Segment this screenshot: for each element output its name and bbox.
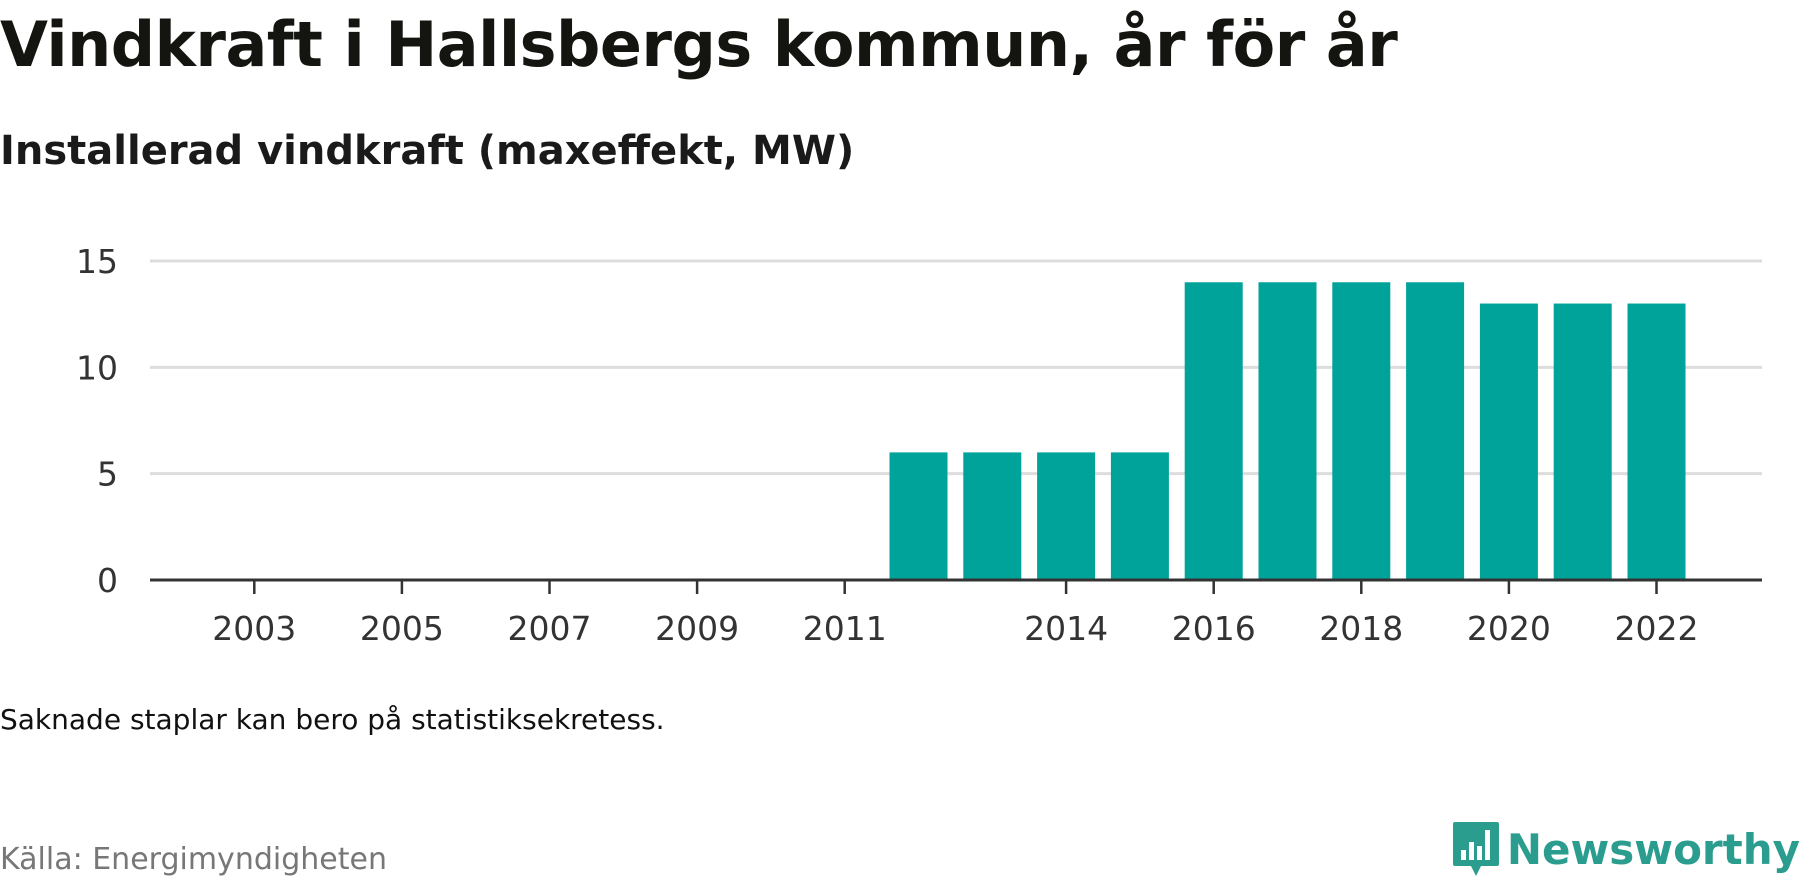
x-tick-label: 2003 bbox=[212, 609, 296, 648]
y-tick-label: 10 bbox=[76, 348, 118, 387]
x-tick-label: 2018 bbox=[1319, 609, 1403, 648]
tick-labels: 0 5 10 15 2003 2005 2007 2009 2011 2014 2016 2018 20… bbox=[76, 242, 1698, 648]
x-tick-label: 2020 bbox=[1467, 609, 1551, 648]
bar bbox=[1258, 282, 1317, 580]
bar-chart: 0 5 10 15 2003 2005 2007 2009 2011 2014 2016 2018 20… bbox=[76, 242, 1762, 648]
chart-note: Saknade staplar kan bero på statistiksek… bbox=[0, 703, 665, 736]
x-tick-label: 2007 bbox=[508, 609, 592, 648]
chart-subtitle: Installerad vindkraft (maxeffekt, MW) bbox=[0, 128, 855, 174]
x-tick-label: 2005 bbox=[360, 609, 444, 648]
newsworthy-logo-icon bbox=[1452, 822, 1499, 876]
y-tick-label: 5 bbox=[97, 455, 118, 494]
axes bbox=[150, 578, 1762, 594]
bar bbox=[1037, 452, 1096, 580]
bar bbox=[1406, 282, 1465, 580]
y-tick-label: 0 bbox=[97, 561, 118, 600]
bar bbox=[1479, 303, 1538, 580]
bar bbox=[889, 452, 948, 580]
x-tick-label: 2014 bbox=[1024, 609, 1108, 648]
bar bbox=[1627, 303, 1686, 580]
bar bbox=[1184, 282, 1243, 580]
bar bbox=[1553, 303, 1612, 580]
bars bbox=[889, 282, 1686, 580]
x-tick-label: 2011 bbox=[803, 609, 887, 648]
y-tick-label: 15 bbox=[76, 242, 118, 281]
source-label: Källa: Energimyndigheten bbox=[0, 842, 387, 877]
chart-title: Vindkraft i Hallsbergs kommun, år för år bbox=[0, 8, 1398, 81]
brand-name: Newsworthy bbox=[1506, 824, 1800, 874]
bar bbox=[1332, 282, 1391, 580]
x-tick-label: 2016 bbox=[1172, 609, 1256, 648]
bar bbox=[1110, 452, 1169, 580]
x-tick-label: 2022 bbox=[1615, 609, 1699, 648]
x-tick-label: 2009 bbox=[655, 609, 739, 648]
brand-logo: Newsworthy bbox=[1451, 820, 1800, 878]
bar bbox=[963, 452, 1022, 580]
